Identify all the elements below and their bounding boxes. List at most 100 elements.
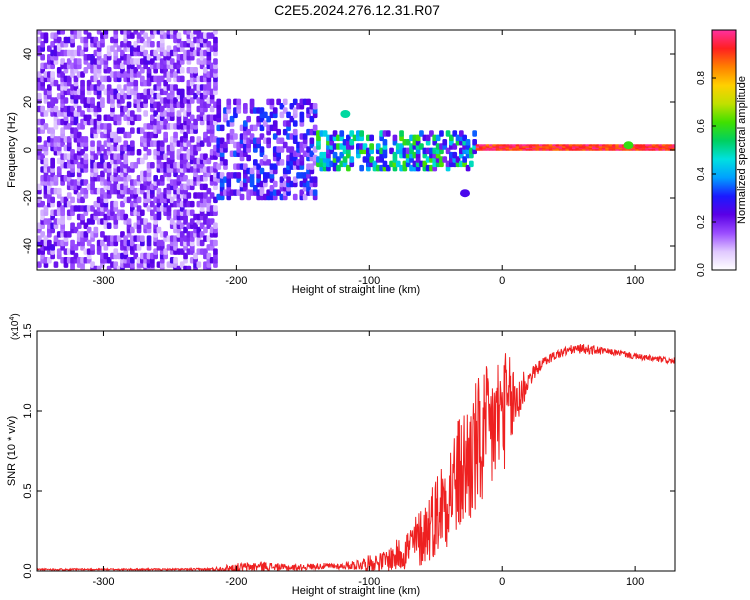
- heatmap-cell: [66, 136, 72, 143]
- heatmap-cell: [173, 131, 178, 139]
- heatmap-cell: [469, 160, 474, 168]
- heatmap-cell: [116, 58, 122, 65]
- heatmap-cell: [113, 200, 119, 208]
- heatmap-cell: [189, 200, 195, 208]
- heatmap-cell: [150, 162, 155, 169]
- heatmap-cell: [146, 54, 152, 61]
- heatmap-cell: [113, 261, 119, 268]
- heatmap-cell: [189, 88, 195, 96]
- heatmap-cell: [462, 134, 467, 142]
- colorbar-label: Normalized spectral amplitude: [736, 76, 748, 224]
- heatmap-cell: [435, 134, 441, 142]
- heatmap-cell: [349, 130, 355, 137]
- heatmap-cell: [106, 257, 112, 264]
- heatmap-cell: [219, 137, 225, 144]
- heatmap-cell: [86, 239, 92, 247]
- heatmap-cell: [93, 36, 99, 44]
- heatmap-cell: [73, 75, 79, 83]
- heatmap-cell: [47, 257, 52, 264]
- heatmap-cell: [213, 58, 218, 65]
- heatmap-cell: [292, 120, 298, 127]
- heatmap-x-tick-label: -300: [92, 275, 114, 287]
- heatmap-cell: [156, 54, 162, 61]
- heatmap-cell: [116, 235, 122, 242]
- heatmap-cell: [116, 136, 122, 143]
- heatmap-cell: [183, 226, 188, 234]
- heatmap-cell: [199, 231, 205, 238]
- heatmap-cell: [216, 98, 222, 106]
- heatmap-cell: [80, 213, 85, 221]
- heatmap-cell: [126, 175, 132, 182]
- heatmap-cell: [40, 105, 45, 113]
- heatmap-cell: [223, 141, 228, 149]
- heatmap-cell: [243, 120, 248, 127]
- heatmap-cell: [193, 222, 198, 229]
- heatmap-cell: [146, 235, 152, 242]
- snr-scale-exponent: 4: [9, 317, 16, 321]
- heatmap-cell: [136, 196, 142, 204]
- heatmap-cell: [143, 110, 148, 117]
- heatmap-cell: [40, 200, 45, 208]
- heatmap-cell: [332, 151, 338, 159]
- heatmap-cell: [143, 32, 148, 39]
- heatmap-cell: [103, 252, 109, 260]
- heatmap-cell: [472, 139, 477, 146]
- heatmap-cell: [236, 172, 242, 179]
- heatmap-cell: [263, 154, 268, 162]
- heatmap-cell: [342, 156, 348, 163]
- heatmap-cell: [76, 222, 82, 229]
- heatmap-cell: [90, 140, 95, 147]
- heatmap-cell: [37, 235, 42, 242]
- heatmap-cell: [276, 98, 281, 106]
- heatmap-cell: [130, 32, 135, 39]
- heatmap-cell: [73, 226, 79, 234]
- heatmap-cell: [209, 105, 215, 113]
- heatmap-cell: [116, 84, 122, 91]
- heatmap-cell: [43, 205, 49, 212]
- heatmap-cell: [246, 115, 251, 123]
- heatmap-cell: [83, 179, 89, 186]
- heatmap-cell: [116, 45, 122, 52]
- heatmap-cell: [50, 71, 55, 78]
- heatmap-cell: [53, 261, 59, 268]
- heatmap-cell: [565, 144, 570, 147]
- heatmap-cell: [53, 32, 59, 39]
- heatmap-cell: [50, 196, 55, 204]
- heatmap-cell: [163, 153, 168, 160]
- heatmap-cell: [578, 144, 584, 147]
- heatmap-cell: [76, 30, 82, 35]
- heatmap-cell: [349, 156, 355, 163]
- heatmap-cell: [106, 162, 112, 169]
- heatmap-cell: [272, 133, 278, 140]
- heatmap-cell: [130, 140, 135, 147]
- heatmap-cell: [419, 143, 424, 150]
- heatmap-cell: [286, 111, 291, 119]
- heatmap-cell: [382, 160, 388, 168]
- heatmap-cell: [40, 153, 45, 160]
- heatmap-cell: [279, 146, 285, 153]
- heatmap-cell: [478, 144, 484, 147]
- heatmap-cell: [66, 75, 72, 83]
- heatmap-cell: [359, 130, 364, 137]
- heatmap-cell: [665, 144, 670, 147]
- heatmap-cell: [392, 134, 398, 142]
- heatmap-cell: [203, 67, 208, 74]
- heatmap-cell: [50, 244, 55, 251]
- heatmap-cell: [292, 128, 298, 136]
- heatmap-cell: [189, 32, 195, 39]
- heatmap-cell: [193, 67, 198, 74]
- heatmap-y-tick-label: -40: [22, 238, 34, 254]
- heatmap-cell: [339, 151, 345, 159]
- heatmap-cell: [66, 123, 72, 130]
- heatmap-cell: [249, 98, 255, 106]
- heatmap-y-label: Frequency (Hz): [6, 112, 18, 188]
- heatmap-y-tick-label: -20: [22, 190, 34, 206]
- heatmap-cell: [166, 45, 172, 52]
- heatmap-cell: [126, 196, 132, 204]
- heatmap-cell: [103, 30, 109, 35]
- heatmap-cell: [213, 248, 218, 255]
- heatmap-cell: [103, 244, 109, 251]
- heatmap-cell: [126, 218, 132, 225]
- heatmap-cell: [169, 218, 175, 225]
- heatmap-cell: [80, 79, 85, 87]
